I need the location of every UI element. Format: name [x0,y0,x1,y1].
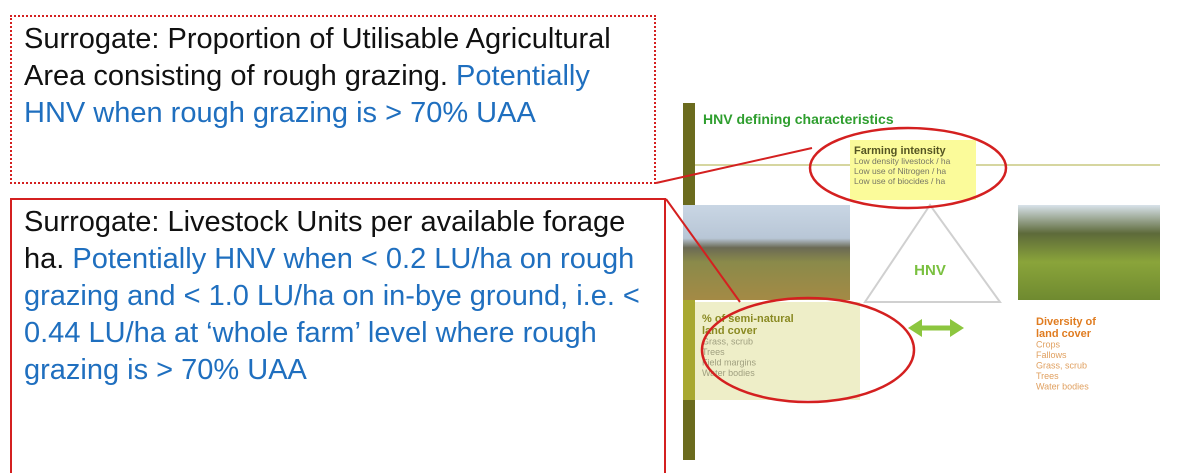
side-bar-accent [683,300,695,400]
item: Field margins [702,358,757,368]
diversity: Diversity of land coverCropsFallowsGrass… [1036,316,1099,392]
triangle [865,205,1000,302]
center-label: HNV [914,262,946,279]
page: Surrogate: Proportion of Utilisable Agri… [0,0,1187,475]
item: Fallows [1036,350,1067,360]
photo [1018,205,1160,300]
item: Trees [702,347,725,357]
diagram: HNV defining characteristics Farming int… [0,0,1187,475]
item: Grass, scrub [1036,361,1087,371]
heading: Diversity of land cover [1036,316,1099,340]
item: Low use of Nitrogen / ha [854,166,946,176]
item: Low density livestock / ha [854,156,951,166]
diagram-title: HNV defining characteristics [703,111,894,127]
item: Grass, scrub [702,337,753,347]
item: Trees [1036,371,1059,381]
item: Crops [1036,340,1061,350]
double-arrow [908,319,964,337]
item: Low use of biocides / ha [854,176,945,186]
photo [683,205,850,300]
item: Water bodies [1036,382,1089,392]
